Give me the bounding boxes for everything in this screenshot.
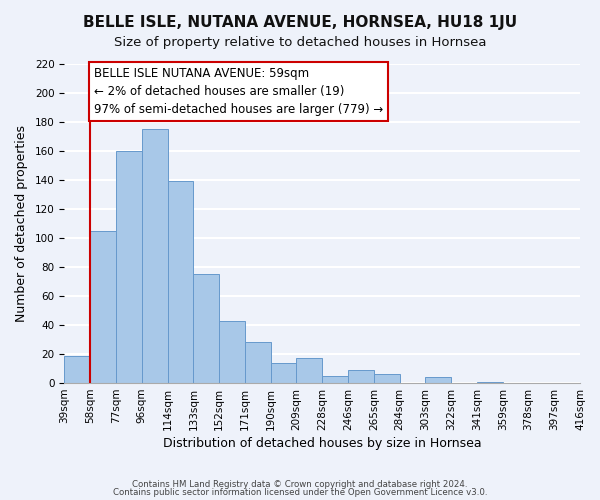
Bar (142, 130, 167, 383)
Bar (296, 358, 322, 383)
Bar (271, 363, 296, 383)
Bar (322, 376, 348, 383)
Bar (116, 151, 142, 383)
Y-axis label: Number of detached properties: Number of detached properties (15, 125, 28, 322)
Bar (64, 356, 90, 383)
Bar (374, 374, 400, 383)
X-axis label: Distribution of detached houses by size in Hornsea: Distribution of detached houses by size … (163, 437, 482, 450)
Bar (193, 274, 219, 383)
Bar (425, 378, 451, 383)
Text: Contains HM Land Registry data © Crown copyright and database right 2024.: Contains HM Land Registry data © Crown c… (132, 480, 468, 489)
Text: BELLE ISLE, NUTANA AVENUE, HORNSEA, HU18 1JU: BELLE ISLE, NUTANA AVENUE, HORNSEA, HU18… (83, 15, 517, 30)
Bar (477, 382, 503, 383)
Bar (348, 370, 374, 383)
Text: Contains public sector information licensed under the Open Government Licence v3: Contains public sector information licen… (113, 488, 487, 497)
Bar (245, 342, 271, 383)
Bar (90, 231, 116, 383)
Bar (167, 182, 193, 383)
Text: BELLE ISLE NUTANA AVENUE: 59sqm
← 2% of detached houses are smaller (19)
97% of : BELLE ISLE NUTANA AVENUE: 59sqm ← 2% of … (94, 67, 383, 116)
Text: Size of property relative to detached houses in Hornsea: Size of property relative to detached ho… (114, 36, 486, 49)
Bar (219, 320, 245, 383)
